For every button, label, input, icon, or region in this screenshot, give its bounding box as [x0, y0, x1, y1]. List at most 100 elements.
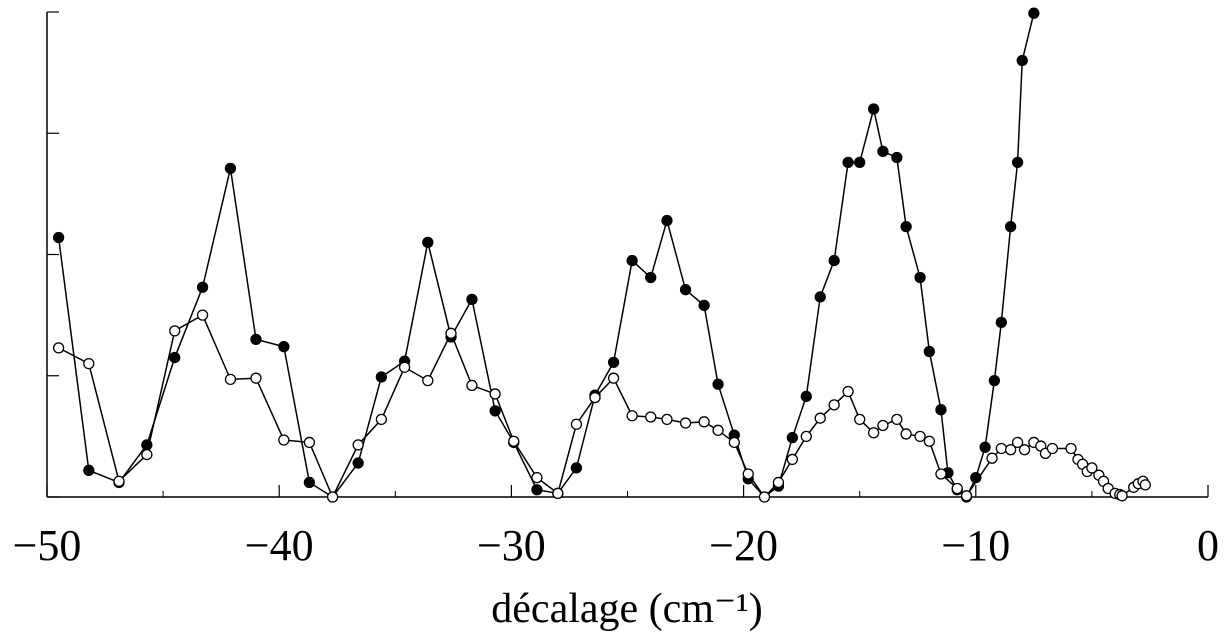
data-point [224, 373, 237, 386]
data-point [1139, 479, 1151, 491]
data-point [531, 471, 543, 484]
x-axis-label: décalage (cm⁻¹) [491, 586, 762, 632]
x-tick-label: −30 [477, 521, 546, 570]
data-point [986, 452, 998, 464]
data-point [445, 327, 457, 339]
data-point [83, 357, 95, 370]
data-point [661, 413, 673, 426]
data-point [52, 342, 65, 354]
data-point [113, 475, 125, 487]
data-point [679, 417, 692, 429]
data-point [712, 424, 724, 436]
data-point [772, 476, 785, 489]
data-point [923, 435, 936, 447]
data-point [935, 468, 947, 480]
data-point [589, 391, 601, 404]
data-point [786, 431, 799, 444]
data-point [661, 214, 673, 227]
data-point [645, 411, 657, 423]
data-point [1086, 462, 1098, 474]
data-point [1018, 444, 1031, 456]
data-point [960, 490, 973, 502]
data-point [842, 156, 854, 169]
data-point [398, 361, 411, 373]
data-point [828, 254, 840, 267]
data-point [900, 428, 912, 440]
data-point [466, 379, 478, 392]
data-point [607, 372, 620, 384]
series [52, 7, 1040, 503]
x-tick-label: 0 [1197, 521, 1219, 570]
data-point [508, 435, 520, 447]
x-tick-label: −10 [941, 521, 1010, 570]
data-point [828, 399, 840, 411]
data-point [758, 491, 771, 503]
data-point [83, 464, 95, 476]
data-point [303, 476, 316, 489]
data-point [867, 103, 880, 115]
data-point [224, 162, 237, 175]
data-point [900, 220, 912, 233]
data-point [935, 404, 947, 416]
data-point [679, 284, 692, 296]
data-point [326, 491, 339, 503]
data-point [712, 378, 724, 390]
series-line [57, 13, 1035, 499]
data-point [570, 418, 583, 430]
x-tick-label: −40 [245, 521, 314, 570]
data-point [422, 236, 434, 249]
data-point [1011, 156, 1024, 169]
data-point [250, 372, 262, 384]
data-point [466, 293, 478, 306]
data-point [698, 299, 710, 312]
data-point [303, 436, 316, 449]
data-point [867, 427, 880, 439]
data-point [422, 374, 434, 387]
data-point [531, 484, 543, 496]
data-point [814, 291, 826, 303]
series-line [58, 314, 1146, 499]
data-point [786, 453, 799, 466]
data-point [645, 271, 657, 284]
data-point [742, 468, 754, 480]
data-point [375, 413, 388, 426]
data-point [489, 405, 501, 417]
data-point [352, 457, 364, 469]
data-point [352, 439, 364, 451]
data-point [995, 316, 1007, 329]
data-point [854, 156, 866, 169]
data-point [891, 151, 903, 164]
data-point [877, 419, 889, 432]
data-point [854, 413, 866, 426]
data-point [141, 448, 153, 461]
data-point [626, 410, 638, 422]
data-point [951, 482, 963, 495]
data-point [626, 254, 638, 267]
data-point [923, 345, 936, 358]
data-point [196, 281, 209, 293]
data-point [1004, 444, 1017, 456]
data-point [877, 145, 889, 158]
data-point [489, 388, 501, 400]
data-point [814, 412, 826, 424]
data-point [995, 442, 1007, 455]
x-tick-label: −50 [13, 521, 82, 570]
data-point [1011, 436, 1024, 449]
data-point [800, 390, 812, 403]
data-point [1065, 442, 1077, 455]
data-point [278, 340, 290, 353]
data-point [728, 436, 740, 449]
data-point [1004, 220, 1017, 233]
data-point [914, 430, 926, 443]
data-point [196, 309, 209, 321]
data-point [891, 413, 903, 426]
data-point [1028, 7, 1040, 19]
data-point [1116, 490, 1128, 502]
data-point [278, 434, 290, 446]
data-point [169, 325, 181, 337]
data-point [1016, 54, 1028, 67]
data-point [570, 462, 583, 474]
data-point [1046, 442, 1059, 455]
data-point [979, 441, 991, 453]
